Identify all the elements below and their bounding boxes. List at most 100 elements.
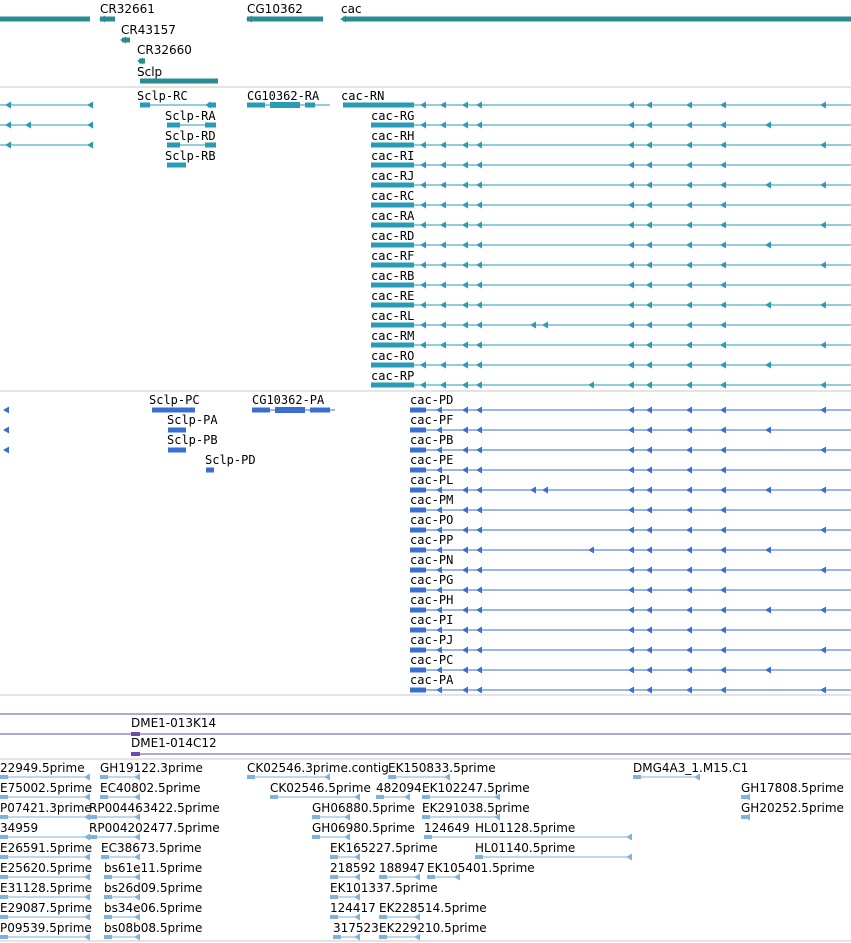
strand-arrow-icon — [476, 626, 482, 634]
protein-label[interactable]: Sclp-PB — [167, 433, 218, 447]
clone-label[interactable]: DME1-014C12 — [131, 736, 217, 750]
gene-label[interactable]: cac — [341, 2, 362, 16]
est-label[interactable]: EC40802.5prime — [100, 781, 201, 795]
protein-label[interactable]: cac-PI — [410, 613, 454, 627]
strand-arrow-icon — [344, 813, 350, 821]
gene-label[interactable]: CR32661 — [100, 2, 155, 16]
protein-label[interactable]: cac-PO — [410, 513, 454, 527]
protein-label[interactable]: cac-PM — [410, 493, 454, 507]
est-label[interactable]: P07421.3prime — [0, 801, 92, 815]
est-label[interactable]: GH19122.3prime — [100, 761, 203, 775]
est-label[interactable]: EK228514.5prime — [379, 901, 487, 915]
est-label[interactable]: RP004202477.5prime — [89, 821, 220, 835]
transcript-label[interactable]: cac-RN — [341, 89, 385, 103]
strand-arrow-icon — [476, 361, 482, 369]
est-label[interactable]: E25620.5prime — [0, 861, 93, 875]
transcript-label[interactable]: cac-RA — [371, 209, 415, 223]
est-label[interactable]: bs26d09.5prime — [104, 881, 203, 895]
est-label[interactable]: bs08b08.5prime — [104, 921, 203, 935]
strand-arrow-icon — [820, 486, 826, 494]
transcript-label[interactable]: cac-RD — [371, 229, 415, 243]
est-label[interactable]: 317523 — [333, 921, 379, 935]
protein-label[interactable]: Sclp-PC — [149, 393, 200, 407]
est-label[interactable]: EK291038.5prime — [422, 801, 530, 815]
transcript-label[interactable]: cac-RE — [371, 289, 415, 303]
est-label[interactable]: DMG4A3_1.M15.C1 — [633, 761, 749, 775]
protein-label[interactable]: cac-PH — [410, 593, 454, 607]
est-label[interactable]: EK102247.5prime — [422, 781, 530, 795]
est-label[interactable]: EK101337.5prime — [330, 881, 438, 895]
gene-label[interactable]: CR32660 — [137, 43, 192, 57]
gene-label[interactable]: Sclp — [137, 65, 163, 79]
est-label[interactable]: EK105401.5prime — [427, 861, 535, 875]
protein-label[interactable]: cac-PB — [410, 433, 454, 447]
transcript-label[interactable]: cac-RM — [371, 329, 415, 343]
strand-arrow-icon — [84, 933, 90, 941]
est-label[interactable]: EC38673.5prime — [101, 841, 202, 855]
est-label[interactable]: GH17808.5prime — [741, 781, 844, 795]
est-label[interactable]: EK229210.5prime — [379, 921, 487, 935]
est-label[interactable]: HL01140.5prime — [475, 841, 576, 855]
gene-label[interactable]: CG10362 — [247, 2, 303, 16]
est-block — [330, 915, 338, 919]
feature-block — [410, 447, 426, 453]
est-label[interactable]: GH06980.5prime — [312, 821, 415, 835]
transcript-label[interactable]: Sclp-RC — [137, 89, 188, 103]
est-label[interactable]: HL01128.5prime — [475, 821, 576, 835]
strand-arrow-icon — [628, 606, 634, 614]
transcript-label[interactable]: CG10362-RA — [247, 89, 320, 103]
protein-label[interactable]: Sclp-PA — [167, 413, 218, 427]
transcript-label[interactable]: cac-RJ — [371, 169, 415, 183]
est-label[interactable]: 218592 — [330, 861, 376, 875]
protein-label[interactable]: cac-PP — [410, 533, 454, 547]
est-label[interactable]: 482094 — [376, 781, 422, 795]
est-label[interactable]: 124417 — [330, 901, 376, 915]
transcript-label[interactable]: cac-RC — [371, 189, 415, 203]
est-label[interactable]: E75002.5prime — [0, 781, 93, 795]
protein-label[interactable]: cac-PL — [410, 473, 454, 487]
transcript-label[interactable]: cac-RP — [371, 369, 415, 383]
transcript-label[interactable]: cac-RO — [371, 349, 415, 363]
est-label[interactable]: RP004463422.5prime — [89, 801, 220, 815]
est-label[interactable]: 34959 — [0, 821, 39, 835]
transcript-label[interactable]: Sclp-RD — [165, 129, 216, 143]
est-label[interactable]: 188947 — [379, 861, 425, 875]
est-label[interactable]: bs61e11.5prime — [104, 861, 203, 875]
transcript-label[interactable]: cac-RB — [371, 269, 415, 283]
transcript-label[interactable]: cac-RF — [371, 249, 415, 263]
transcript-label[interactable]: cac-RL — [371, 309, 415, 323]
protein-label[interactable]: cac-PA — [410, 673, 454, 687]
est-label[interactable]: P09539.5prime — [0, 921, 92, 935]
strand-arrow-icon — [420, 301, 426, 309]
protein-label[interactable]: Sclp-PD — [205, 453, 256, 467]
est-label[interactable]: E29087.5prime — [0, 901, 93, 915]
protein-label[interactable]: cac-PC — [410, 653, 454, 667]
strand-arrow-icon — [628, 341, 634, 349]
protein-label[interactable]: cac-PJ — [410, 633, 454, 647]
est-label[interactable]: CK02546.5prime — [270, 781, 371, 795]
clone-label[interactable]: DME1-013K14 — [131, 716, 217, 730]
est-label[interactable]: E31128.5prime — [0, 881, 93, 895]
transcript-label[interactable]: cac-RI — [371, 149, 415, 163]
est-label[interactable]: EK150833.5prime — [388, 761, 496, 775]
protein-label[interactable]: cac-PD — [410, 393, 454, 407]
transcript-label[interactable]: cac-RH — [371, 129, 415, 143]
protein-label[interactable]: cac-PN — [410, 553, 454, 567]
est-label[interactable]: GH20252.5prime — [741, 801, 844, 815]
est-label[interactable]: bs34e06.5prime — [104, 901, 203, 915]
est-label[interactable]: EK165227.5prime — [330, 841, 438, 855]
strand-arrow-icon — [720, 121, 726, 129]
protein-label[interactable]: cac-PE — [410, 453, 454, 467]
transcript-label[interactable]: Sclp-RA — [165, 109, 216, 123]
protein-label[interactable]: CG10362-PA — [252, 393, 325, 407]
est-label[interactable]: GH06880.5prime — [312, 801, 415, 815]
est-label[interactable]: CK02546.3prime.contig — [247, 761, 389, 775]
transcript-label[interactable]: Sclp-RB — [165, 149, 216, 163]
transcript-label[interactable]: cac-RG — [371, 109, 415, 123]
est-label[interactable]: 22949.5prime — [0, 761, 85, 775]
est-label[interactable]: 124649 — [424, 821, 470, 835]
protein-label[interactable]: cac-PF — [410, 413, 454, 427]
gene-label[interactable]: CR43157 — [121, 23, 176, 37]
est-label[interactable]: E26591.5prime — [0, 841, 93, 855]
protein-label[interactable]: cac-PG — [410, 573, 454, 587]
